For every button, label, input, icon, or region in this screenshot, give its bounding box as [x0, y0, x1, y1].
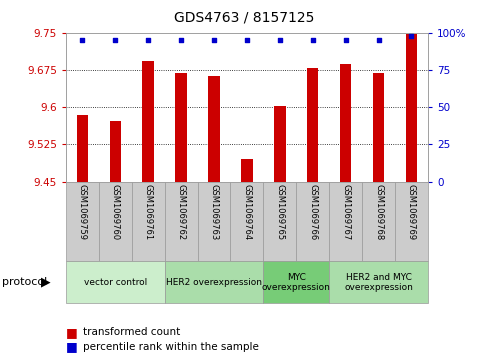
Text: GDS4763 / 8157125: GDS4763 / 8157125 — [174, 11, 314, 25]
Bar — [263, 182, 296, 261]
Bar — [230, 182, 263, 261]
Bar — [66, 261, 164, 303]
Text: GSM1069765: GSM1069765 — [275, 184, 284, 240]
Bar — [208, 76, 219, 182]
Text: HER2 and MYC
overexpression: HER2 and MYC overexpression — [344, 273, 412, 292]
Point — [79, 37, 86, 43]
Bar — [197, 182, 230, 261]
Bar — [99, 182, 132, 261]
Text: GSM1069769: GSM1069769 — [406, 184, 415, 240]
Text: vector control: vector control — [83, 278, 147, 287]
Text: HER2 overexpression: HER2 overexpression — [166, 278, 262, 287]
Bar — [361, 182, 394, 261]
Point — [341, 37, 349, 43]
Bar — [164, 182, 197, 261]
Bar — [132, 182, 164, 261]
Bar — [296, 182, 328, 261]
Text: GSM1069759: GSM1069759 — [78, 184, 87, 240]
Point — [144, 37, 152, 43]
Text: MYC
overexpression: MYC overexpression — [261, 273, 330, 292]
Point — [407, 33, 414, 38]
Text: protocol: protocol — [2, 277, 48, 287]
Text: GSM1069763: GSM1069763 — [209, 184, 218, 240]
Bar — [394, 182, 427, 261]
Text: GSM1069768: GSM1069768 — [373, 184, 382, 240]
Point — [308, 37, 316, 43]
Point — [374, 37, 382, 43]
Point — [111, 37, 119, 43]
Text: transformed count: transformed count — [83, 327, 180, 337]
Bar — [142, 61, 154, 182]
Bar — [263, 261, 328, 303]
Bar — [306, 68, 318, 182]
Bar — [405, 34, 416, 182]
Text: GSM1069761: GSM1069761 — [143, 184, 152, 240]
Bar — [77, 114, 88, 182]
Text: GSM1069766: GSM1069766 — [307, 184, 317, 240]
Bar — [372, 73, 384, 182]
Text: percentile rank within the sample: percentile rank within the sample — [83, 342, 259, 352]
Bar — [175, 73, 186, 182]
Bar — [328, 261, 427, 303]
Text: GSM1069760: GSM1069760 — [111, 184, 120, 240]
Bar — [164, 261, 263, 303]
Bar — [328, 182, 361, 261]
Bar — [109, 121, 121, 182]
Text: ■: ■ — [66, 326, 78, 339]
Point — [210, 37, 218, 43]
Point — [177, 37, 184, 43]
Bar — [66, 182, 99, 261]
Text: ▶: ▶ — [41, 276, 50, 289]
Bar — [339, 64, 351, 182]
Text: GSM1069762: GSM1069762 — [176, 184, 185, 240]
Text: GSM1069767: GSM1069767 — [341, 184, 349, 240]
Text: GSM1069764: GSM1069764 — [242, 184, 251, 240]
Point — [275, 37, 283, 43]
Text: ■: ■ — [66, 340, 78, 353]
Bar — [241, 159, 252, 182]
Point — [243, 37, 250, 43]
Bar — [273, 106, 285, 182]
